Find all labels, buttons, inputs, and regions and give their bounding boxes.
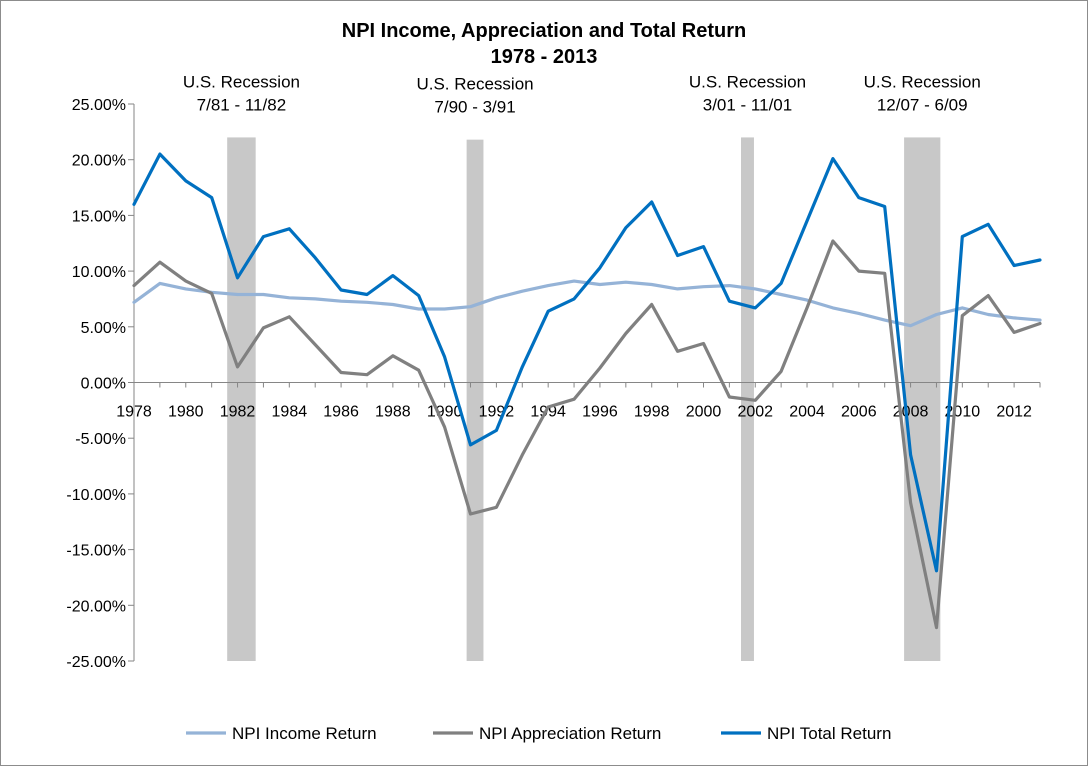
y-tick-label: -25.00% <box>66 654 126 671</box>
y-tick-label: 20.00% <box>72 153 126 170</box>
series-line-npi-total-return <box>132 152 1042 573</box>
recession-label-dates-1: 7/81 - 11/82 <box>197 95 286 114</box>
recession-band-1 <box>227 137 256 662</box>
recession-label-title-1: U.S. Recession <box>183 72 300 91</box>
y-tick-label: 0.00% <box>81 376 126 393</box>
x-tick-label: 2004 <box>789 404 825 421</box>
y-tick-label: -20.00% <box>66 598 126 615</box>
x-tick-label: 1990 <box>427 404 463 421</box>
recession-label-dates-4: 12/07 - 6/09 <box>877 95 968 114</box>
recession-label-dates-3: 3/01 - 11/01 <box>703 95 792 114</box>
chart-title: NPI Income, Appreciation and Total Retur… <box>0 18 1088 70</box>
recession-label-dates-2: 7/90 - 3/91 <box>434 98 515 117</box>
legend-label-3: NPI Total Return <box>767 724 891 743</box>
legend-label-2: NPI Appreciation Return <box>479 724 661 743</box>
y-tick-label: 25.00% <box>72 97 126 114</box>
x-tick-label: 2002 <box>737 404 773 421</box>
y-tick-label: -10.00% <box>66 487 126 504</box>
recession-band-2 <box>466 139 484 661</box>
recession-label-title-3: U.S. Recession <box>689 72 806 91</box>
y-tick-label: 15.00% <box>72 208 126 225</box>
series-line-npi-appreciation-return <box>132 239 1042 630</box>
recession-label-title-4: U.S. Recession <box>864 72 981 91</box>
x-tick-label: 1994 <box>530 404 566 421</box>
y-tick-label: 5.00% <box>81 320 126 337</box>
x-tick-label: 2006 <box>841 404 877 421</box>
recession-band-4 <box>904 137 941 662</box>
chart-title-line1: NPI Income, Appreciation and Total Retur… <box>341 20 747 42</box>
y-tick-label: -15.00% <box>66 543 126 560</box>
x-tick-label: 1982 <box>220 404 256 421</box>
x-tick-label: 2000 <box>686 404 722 421</box>
y-tick-label: -5.00% <box>75 431 126 448</box>
legend-label-1: NPI Income Return <box>232 724 377 743</box>
x-tick-label: 1986 <box>323 404 359 421</box>
x-tick-label: 2012 <box>996 404 1032 421</box>
x-tick-label: 1980 <box>168 404 204 421</box>
x-tick-label: 1978 <box>116 404 152 421</box>
chart-title-line2: 1978 - 2013 <box>490 46 598 68</box>
x-tick-label: 1996 <box>582 404 618 421</box>
x-tick-label: 1988 <box>375 404 411 421</box>
x-tick-label: 1992 <box>479 404 515 421</box>
recession-label-title-2: U.S. Recession <box>416 75 533 94</box>
y-tick-label: 10.00% <box>72 264 126 281</box>
x-tick-label: 1984 <box>272 404 308 421</box>
x-tick-label: 1998 <box>634 404 670 421</box>
